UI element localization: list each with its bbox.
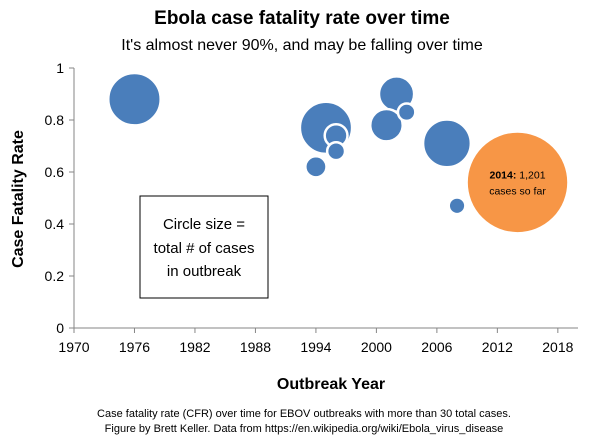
highlight-label-line-2: cases so far <box>489 185 546 197</box>
y-tick-label: 0.2 <box>45 268 65 284</box>
outbreak-bubble <box>368 107 404 143</box>
x-tick-label: 1982 <box>179 339 210 355</box>
x-tick-label: 2018 <box>542 339 573 355</box>
x-tick-label: 1994 <box>300 339 331 355</box>
chart-title: Ebola case fatality rate over time <box>154 8 450 29</box>
note-line-3: in outbreak <box>167 263 242 280</box>
legend-note-box <box>139 195 269 299</box>
outbreak-bubble-2014 <box>465 130 570 235</box>
outbreak-bubble <box>421 118 473 169</box>
x-tick-label: 1976 <box>119 339 150 355</box>
x-tick-label: 1970 <box>58 339 89 355</box>
y-tick-label: 0 <box>56 320 64 336</box>
outbreak-bubble <box>304 154 328 179</box>
x-axis-label: Outbreak Year <box>277 376 385 393</box>
caption-line-1: Case fatality rate (CFR) over time for E… <box>97 408 511 420</box>
x-tick-label: 2012 <box>482 339 513 355</box>
outbreak-bubble <box>396 102 417 123</box>
y-tick-label: 0.6 <box>45 164 65 180</box>
note-line-2: total # of cases <box>154 240 255 257</box>
y-tick-label: 0.4 <box>45 216 65 232</box>
outbreak-bubble <box>447 196 467 216</box>
note-line-1: Circle size = <box>163 216 245 233</box>
outbreak-bubble <box>325 141 347 162</box>
x-tick-label: 1988 <box>240 339 271 355</box>
highlight-label-line-1: 2014: 1,201 <box>489 169 545 181</box>
chart-subtitle: It's almost never 90%, and may be fallin… <box>121 37 483 54</box>
caption-line-2: Figure by Brett Keller. Data from https:… <box>105 423 504 435</box>
x-tick-label: 2006 <box>421 339 452 355</box>
y-tick-label: 0.8 <box>45 112 65 128</box>
y-axis-label: Case Fatality Rate <box>10 130 27 268</box>
outbreak-bubble <box>107 71 162 127</box>
highlight-year: 2014: <box>489 169 516 181</box>
highlight-cases: 1,201 <box>516 169 545 181</box>
x-tick-label: 2000 <box>361 339 392 355</box>
y-tick-label: 1 <box>56 60 64 76</box>
plot-area: 1970 1976 1982 1988 1994 2000 2006 2012 2018 0 0.2… <box>45 60 578 355</box>
